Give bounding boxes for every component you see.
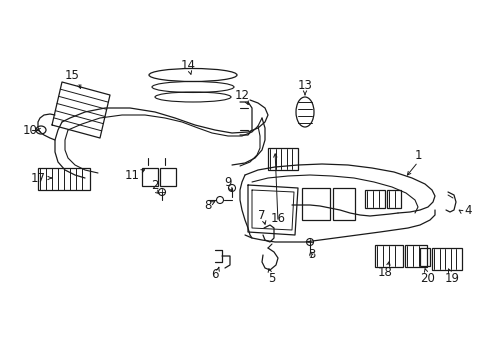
Bar	[404, 245, 426, 267]
Text: 15: 15	[64, 68, 79, 81]
Text: 5: 5	[268, 271, 275, 284]
Text: 13: 13	[297, 78, 312, 91]
Text: 8: 8	[204, 198, 211, 212]
Text: 9: 9	[224, 176, 231, 189]
Bar	[364, 190, 384, 208]
Bar	[38, 168, 90, 190]
Bar	[374, 245, 402, 267]
Text: 10: 10	[22, 123, 38, 136]
Text: 11: 11	[124, 168, 139, 181]
Bar	[332, 188, 354, 220]
Bar	[419, 248, 429, 266]
Bar	[142, 168, 158, 186]
Text: 1: 1	[413, 149, 421, 162]
Text: 14: 14	[180, 59, 195, 72]
Text: 2: 2	[151, 179, 159, 192]
Text: 18: 18	[377, 266, 392, 279]
Bar	[160, 168, 176, 186]
Text: 6: 6	[211, 269, 218, 282]
Bar	[302, 188, 329, 220]
Text: 19: 19	[444, 271, 459, 284]
Text: 7: 7	[258, 208, 265, 221]
Text: 16: 16	[270, 212, 285, 225]
Text: 20: 20	[420, 271, 434, 284]
Text: 4: 4	[463, 203, 471, 216]
Bar	[267, 148, 297, 170]
Text: 3: 3	[307, 248, 315, 261]
Bar	[431, 248, 461, 270]
Text: 12: 12	[234, 89, 249, 102]
Text: 17: 17	[30, 171, 45, 185]
Bar	[386, 190, 400, 208]
